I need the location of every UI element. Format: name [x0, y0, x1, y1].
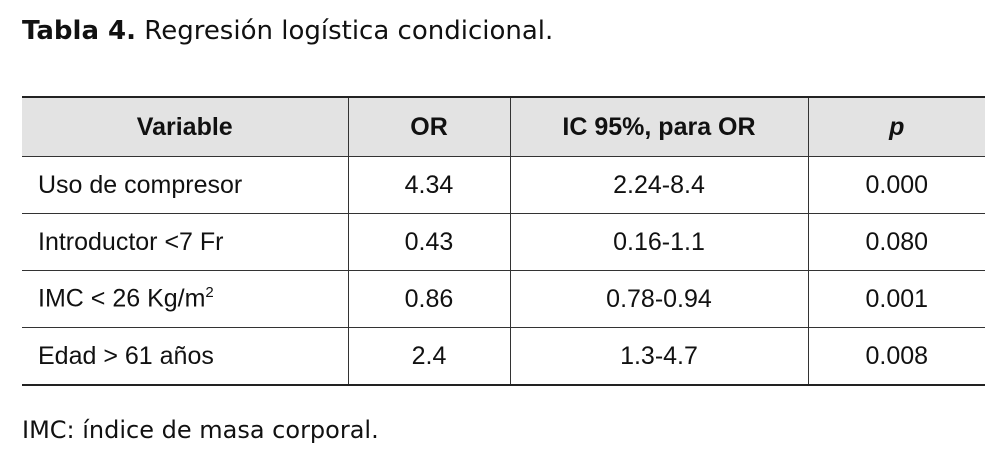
table-cell: 0.080 [807, 213, 985, 271]
title-label: Tabla 4. [22, 16, 137, 46]
table-cell: 0.008 [807, 327, 985, 386]
table-cell: 0.86 [347, 270, 511, 328]
column-header: OR [347, 96, 511, 157]
table-cell: 2.24-8.4 [509, 156, 809, 214]
title-text: Regresión logística condicional. [144, 16, 554, 46]
column-header: p [807, 96, 985, 157]
table-row: Uso de compresor 4.34 2.24-8.4 0.000 [22, 156, 985, 214]
table-body: Uso de compresor 4.34 2.24-8.4 0.000 Introdu… [22, 156, 985, 386]
table-cell: 0.78-0.94 [509, 270, 809, 328]
footnote: IMC: índice de masa corporal. [22, 416, 379, 444]
table-row: Introductor <7 Fr 0.43 0.16-1.1 0.080 [22, 213, 985, 271]
table-cell: Edad > 61 años [22, 327, 349, 386]
table-cell: 1.3-4.7 [509, 327, 809, 386]
table-cell: 0.43 [347, 213, 511, 271]
column-header: IC 95%, para OR [509, 96, 809, 157]
superscript: 2 [205, 284, 214, 302]
table-cell: IMC < 26 Kg/m2 [22, 270, 349, 328]
table-cell: Introductor <7 Fr [22, 213, 349, 271]
table-cell: Uso de compresor [22, 156, 349, 214]
header-row: Variable OR IC 95%, para OR p [22, 96, 985, 157]
cell-text: IMC < 26 Kg/m [38, 284, 206, 313]
table-cell: 0.000 [807, 156, 985, 214]
table-cell: 2.4 [347, 327, 511, 386]
column-header: Variable [22, 96, 349, 157]
table-row: Edad > 61 años 2.4 1.3-4.7 0.008 [22, 327, 985, 386]
table-cell: 4.34 [347, 156, 511, 214]
table: Variable OR IC 95%, para OR p Uso de com… [22, 96, 985, 386]
table-cell: 0.16-1.1 [509, 213, 809, 271]
table-row: IMC < 26 Kg/m2 0.86 0.78-0.94 0.001 [22, 270, 985, 328]
table-cell: 0.001 [807, 270, 985, 328]
title: Tabla 4. Regresión logística condicional… [22, 16, 553, 46]
